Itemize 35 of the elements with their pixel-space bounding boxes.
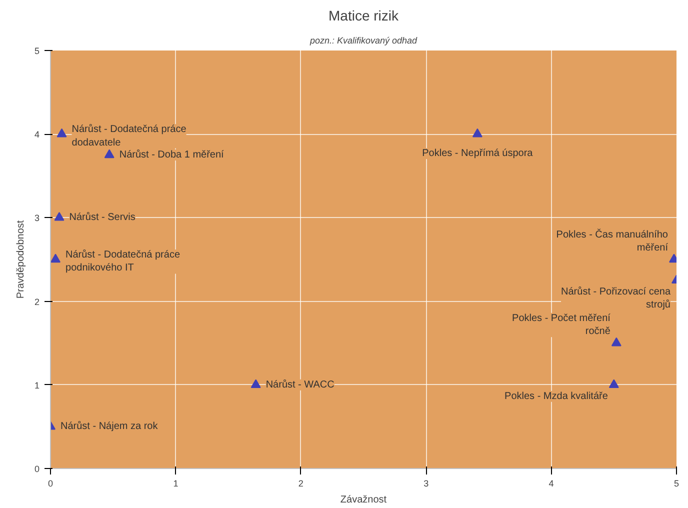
- x-tick-label: 3: [424, 478, 429, 488]
- point: [54, 212, 64, 221]
- chart-title: Matice rizik: [328, 8, 400, 24]
- annotation: Nárůst - Servis: [69, 211, 136, 224]
- annotation: Nárůst - Dodatečná práce podnikového IT: [66, 248, 180, 274]
- y-tick-label: 3: [34, 213, 40, 224]
- y-axis-title: Pravděpodobnost: [15, 220, 26, 299]
- x-axis-title: Závažnost: [340, 494, 387, 506]
- text: pozn.: Kvalifikovaný odhad: [308, 36, 418, 46]
- x-tick-label: 0: [48, 478, 54, 488]
- annotation: Nárůst - Doba 1 měření: [119, 148, 224, 160]
- point: [250, 379, 261, 388]
- point: [50, 254, 61, 263]
- point: [472, 128, 482, 138]
- annotation: Nárůst - Nájem za rok: [60, 420, 159, 432]
- x-tick-label: 5: [674, 478, 680, 488]
- y-tick-label: 5: [34, 46, 40, 56]
- annotation: Pokles - Čas manuálního měření: [556, 228, 668, 254]
- x-tick-label: 2: [298, 478, 304, 488]
- point: [611, 337, 622, 346]
- annotation: Pokles - Mzda kvalitáře: [504, 390, 608, 402]
- x-tick-label: 1: [173, 478, 178, 488]
- y-tick-label: 1: [34, 380, 40, 390]
- annotation: Pokles - Nepřímá úspora: [422, 148, 534, 160]
- y-tick-label: 0: [34, 464, 40, 474]
- x-tick-label: 4: [548, 478, 554, 488]
- annotation: Nárůst - WACC: [266, 378, 334, 390]
- point: [104, 149, 114, 158]
- point: [56, 128, 67, 138]
- annotation: Pokles - Počet měření ročně: [512, 312, 611, 338]
- annotation: Nárůst - Dodatečná práce dodavatele: [72, 123, 187, 148]
- point: [608, 379, 619, 388]
- y-tick-label: 4: [34, 130, 40, 140]
- y-tick-label: 2: [34, 296, 40, 307]
- annotation: Nárůst - Pořizovací cena strojů: [561, 285, 671, 311]
